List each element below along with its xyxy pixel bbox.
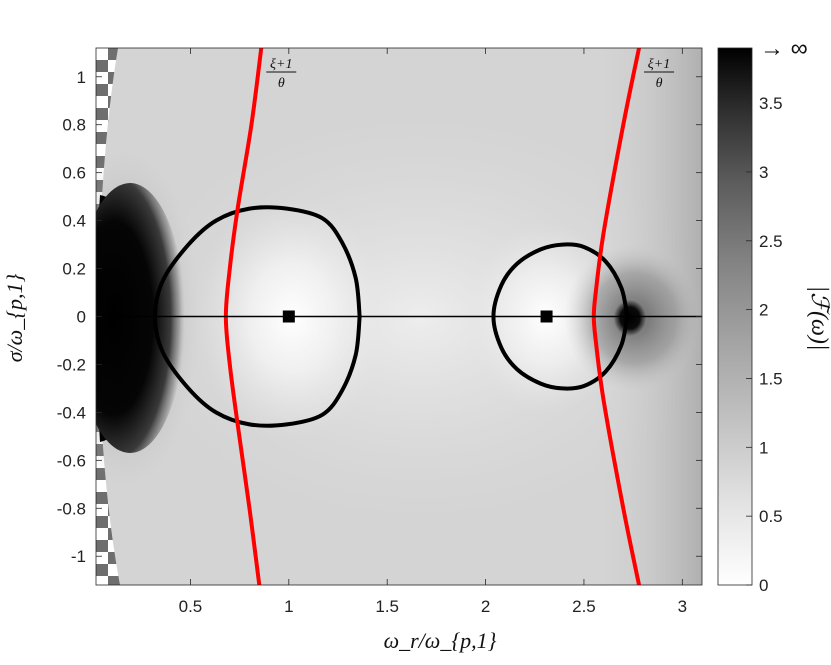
colorbar-tick-label-4: 2 <box>759 301 768 320</box>
x-tick-label-0: 0.5 <box>179 597 203 616</box>
colorbar-tick-label-7: 3.5 <box>759 94 783 113</box>
y-axis-label: σ/ω_{p,1} <box>2 274 27 363</box>
x-tick-label-1: 1 <box>284 597 293 616</box>
heatmap-background <box>96 48 702 585</box>
curve-label-2: ξ+1 θ <box>266 57 297 91</box>
curve-labels: ξ+1 θ ξ+1 θ <box>266 57 675 91</box>
x-tick-label-3: 2 <box>481 597 490 616</box>
square-marker-0 <box>282 310 295 323</box>
colorbar-tick-label-5: 2.5 <box>759 232 783 251</box>
y-tick-label-3: 0.4 <box>62 212 86 231</box>
colorbar-tick-label-3: 1.5 <box>759 369 783 388</box>
x-tick-label-2: 1.5 <box>375 597 399 616</box>
y-tick-label-2: 0.6 <box>62 164 86 183</box>
y-tick-label-4: 0.2 <box>62 260 86 279</box>
x-tick-label-5: 3 <box>678 597 687 616</box>
curve-label-numerator-2: ξ+1 <box>270 57 292 72</box>
colorbar-top-label: → ∞ <box>760 35 808 62</box>
y-tick-label-6: -0.2 <box>57 355 86 374</box>
y-tick-label-0: 1 <box>77 68 86 87</box>
colorbar-tick-label-1: 0.5 <box>759 507 783 526</box>
curve-label-numerator-3: ξ+1 <box>648 57 670 72</box>
left-singularity-fade <box>96 183 185 453</box>
x-axis: 0.5 1 1.5 2 2.5 3 <box>179 48 687 616</box>
y-tick-label-9: -0.8 <box>57 499 86 518</box>
y-tick-label-5: 0 <box>77 308 86 327</box>
y-tick-label-7: -0.4 <box>57 403 86 422</box>
x-axis-label-text: ω_r/ω_{p,1} <box>384 628 497 653</box>
colorbar-tick-label-6: 3 <box>759 163 768 182</box>
x-axis-label: ω_r/ω_{p,1} <box>384 628 497 653</box>
curves-layer <box>96 48 702 585</box>
colorbar-label: |ℱ(ω)| <box>806 286 831 351</box>
curve-label-denominator-2: θ <box>278 76 285 91</box>
colorbar-ticks: 0 0.5 1 1.5 2 2.5 3 3.5 <box>746 94 783 595</box>
square-marker-1 <box>540 310 553 323</box>
y-tick-label-10: -1 <box>71 547 86 566</box>
y-axis-label-text: σ/ω_{p,1} <box>2 274 27 363</box>
y-axis: 1 0.8 0.6 0.4 0.2 0 -0.2 -0.4 -0.6 -0.8 -1 <box>57 68 702 566</box>
colorbar-tick-label-2: 1 <box>759 438 768 457</box>
y-tick-label-1: 0.8 <box>62 116 86 135</box>
colorbar-tick-label-0: 0 <box>759 576 768 595</box>
markers-layer <box>282 310 553 323</box>
y-tick-label-8: -0.6 <box>57 451 86 470</box>
curve-label-3: ξ+1 θ <box>644 57 675 91</box>
colorbar <box>717 47 753 586</box>
pole-spot <box>612 298 648 338</box>
curve-label-denominator-3: θ <box>656 76 663 91</box>
x-tick-label-4: 2.5 <box>572 597 596 616</box>
